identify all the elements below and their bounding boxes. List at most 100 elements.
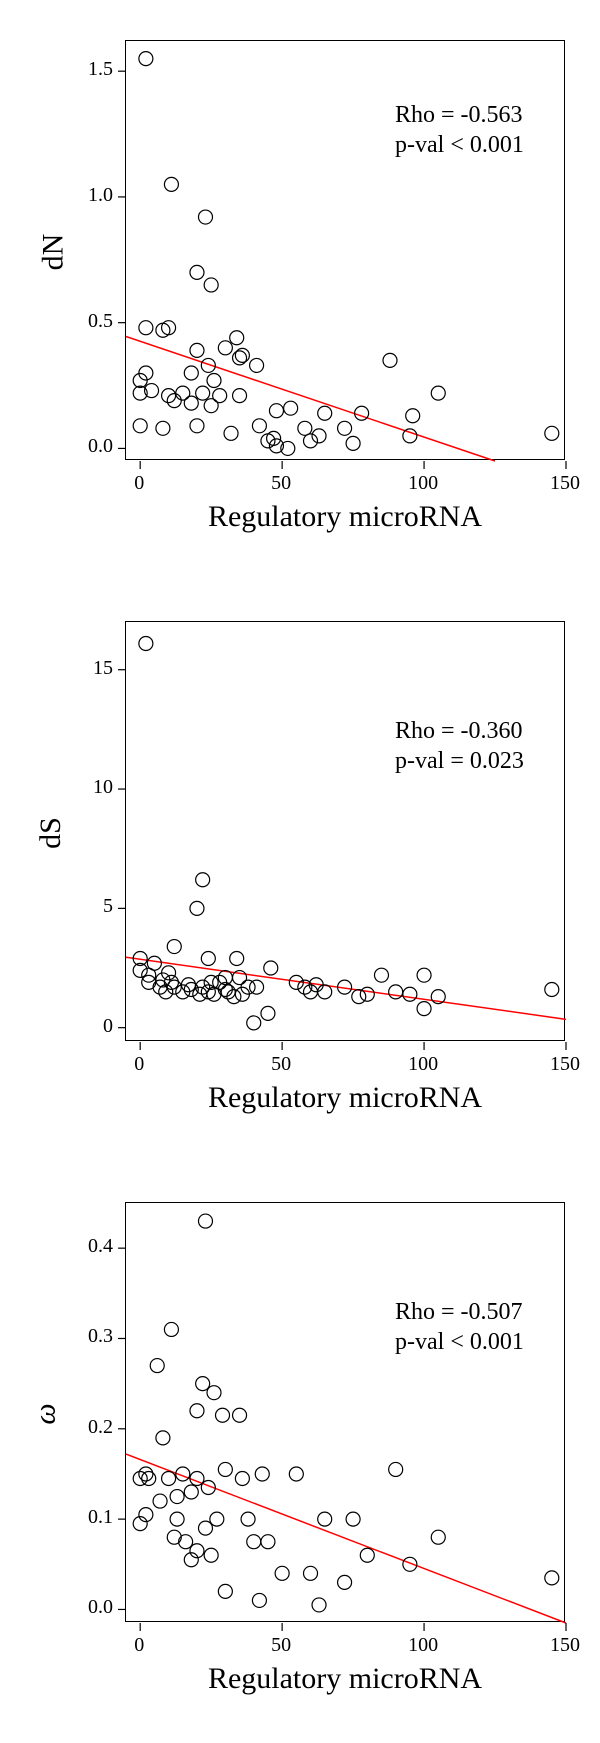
data-point xyxy=(153,1494,167,1508)
data-point xyxy=(156,1431,170,1445)
stats-line: Rho = -0.563 xyxy=(395,100,524,130)
data-point xyxy=(318,406,332,420)
data-point xyxy=(545,426,559,440)
y-tick-label: 0.0 xyxy=(88,435,113,458)
stats-line: p-val = 0.023 xyxy=(395,746,524,776)
data-point xyxy=(269,404,283,418)
data-point xyxy=(261,1535,275,1549)
data-point xyxy=(190,901,204,915)
data-point xyxy=(164,1322,178,1336)
data-point xyxy=(403,987,417,1001)
data-point xyxy=(318,985,332,999)
x-tick-label: 50 xyxy=(256,1634,306,1657)
stats-line: Rho = -0.360 xyxy=(395,716,524,746)
data-point xyxy=(198,1521,212,1535)
data-point xyxy=(139,52,153,66)
data-point xyxy=(389,1462,403,1476)
plot-area xyxy=(125,1202,565,1622)
data-point xyxy=(230,331,244,345)
stats-line: Rho = -0.507 xyxy=(395,1297,524,1327)
data-point xyxy=(190,343,204,357)
data-point xyxy=(198,1214,212,1228)
data-point xyxy=(150,1359,164,1373)
data-point xyxy=(389,985,403,999)
data-point xyxy=(241,1512,255,1526)
data-point xyxy=(218,1584,232,1598)
data-point xyxy=(167,980,181,994)
y-tick-label: 0.3 xyxy=(88,1325,113,1348)
data-point xyxy=(139,636,153,650)
data-point xyxy=(167,940,181,954)
data-point xyxy=(204,399,218,413)
data-point xyxy=(250,980,264,994)
data-point xyxy=(184,1485,198,1499)
data-point xyxy=(252,1593,266,1607)
data-point xyxy=(196,1377,210,1391)
data-point xyxy=(233,351,247,365)
plot-svg xyxy=(126,1203,566,1623)
data-point xyxy=(133,419,147,433)
y-axis-label: dN xyxy=(36,234,70,271)
data-point xyxy=(355,406,369,420)
data-point xyxy=(201,951,215,965)
stats-annotation: Rho = -0.563p-val < 0.001 xyxy=(395,100,524,160)
data-point xyxy=(312,1598,326,1612)
data-point xyxy=(184,366,198,380)
data-point xyxy=(230,951,244,965)
x-tick-label: 100 xyxy=(398,1053,448,1076)
x-tick-label: 150 xyxy=(540,472,590,495)
panel-dn: 0501001500.00.51.01.5dNRegulatory microR… xyxy=(0,0,600,581)
data-point xyxy=(170,1490,184,1504)
panel-ds: 050100150051015dSRegulatory microRNARho … xyxy=(0,581,600,1162)
data-point xyxy=(216,1408,230,1422)
data-point xyxy=(346,1512,360,1526)
data-point xyxy=(289,1467,303,1481)
data-point xyxy=(383,353,397,367)
data-point xyxy=(164,177,178,191)
data-point xyxy=(417,968,431,982)
y-tick-label: 0.5 xyxy=(88,310,113,333)
data-point xyxy=(284,401,298,415)
x-tick-label: 100 xyxy=(398,1634,448,1657)
data-point xyxy=(190,1404,204,1418)
data-point xyxy=(360,1548,374,1562)
data-point xyxy=(338,421,352,435)
y-tick-label: 0.4 xyxy=(88,1235,113,1258)
data-point xyxy=(213,389,227,403)
data-point xyxy=(218,1462,232,1476)
x-axis-label: Regulatory microRNA xyxy=(185,1081,505,1115)
y-axis-label: dS xyxy=(34,817,68,849)
data-point xyxy=(255,1467,269,1481)
x-tick-label: 150 xyxy=(540,1634,590,1657)
data-point xyxy=(224,426,238,440)
data-point xyxy=(204,278,218,292)
data-point xyxy=(190,265,204,279)
y-tick-label: 10 xyxy=(93,776,113,799)
data-point xyxy=(156,421,170,435)
x-tick-label: 150 xyxy=(540,1053,590,1076)
data-point xyxy=(261,1006,275,1020)
panel-omega: 0501001500.00.10.20.30.4ωRegulatory micr… xyxy=(0,1162,600,1743)
plot-area xyxy=(125,621,565,1041)
x-axis-label: Regulatory microRNA xyxy=(185,1662,505,1696)
data-point xyxy=(176,386,190,400)
data-point xyxy=(374,968,388,982)
x-tick-label: 100 xyxy=(398,472,448,495)
data-point xyxy=(196,873,210,887)
plot-svg xyxy=(126,622,566,1042)
data-point xyxy=(156,323,170,337)
data-point xyxy=(360,987,374,1001)
data-point xyxy=(346,436,360,450)
data-point xyxy=(275,1566,289,1580)
data-point xyxy=(318,1512,332,1526)
data-point xyxy=(252,419,266,433)
data-point xyxy=(312,429,326,443)
data-point xyxy=(210,1512,224,1526)
data-point xyxy=(218,341,232,355)
data-point xyxy=(207,1386,221,1400)
data-point xyxy=(267,431,281,445)
data-point xyxy=(139,321,153,335)
data-point xyxy=(233,1408,247,1422)
x-tick-label: 0 xyxy=(114,472,164,495)
regression-line xyxy=(126,957,566,1019)
